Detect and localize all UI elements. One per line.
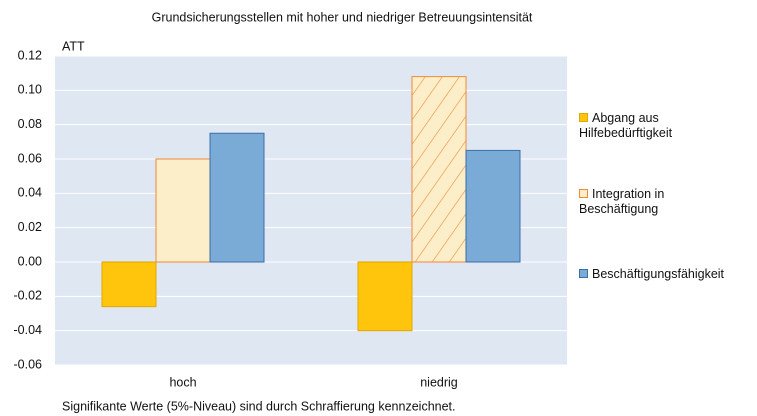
y-tick-label: 0.06 [18,151,42,165]
bar [155,158,211,263]
y-tick-label: -0.06 [14,357,43,371]
legend-swatch [579,113,588,122]
y-tick-label: -0.04 [14,323,43,337]
bar [465,149,521,263]
legend-label: Integration in Beschäftigung [579,187,665,216]
y-tick-label: 0.10 [18,83,42,97]
y-tick-label: 0.12 [18,48,42,62]
bar [101,261,157,308]
y-tick-label: -0.02 [14,289,43,303]
x-tick-label: niedrig [420,375,458,389]
legend-label: Beschäftigungsfähigkeit [592,267,725,281]
legend-swatch [579,189,588,198]
y-tick-label: 0.04 [18,186,42,200]
legend-item: Integration in Beschäftigung [579,187,699,217]
y-tick-label: 0.08 [18,117,42,131]
bar-hatching [412,76,466,262]
legend-item: Abgang aus Hilfebedürftigkeit [579,111,699,141]
y-axis-label: ATT [62,39,85,53]
legend-label: Abgang aus Hilfebedürftigkeit [579,111,673,140]
legend-item: Beschäftigungsfähigkeit [579,267,754,282]
legend-swatch [579,269,588,278]
y-tick-label: 0.02 [18,220,42,234]
bar [357,261,413,332]
chart-title: Grundsicherungsstellen mit hoher und nie… [152,10,533,24]
y-tick-label: 0.00 [18,254,42,268]
footnote: Signifikante Werte (5%-Niveau) sind durc… [62,399,456,413]
x-tick-label: hoch [169,375,196,389]
bar [209,132,265,263]
